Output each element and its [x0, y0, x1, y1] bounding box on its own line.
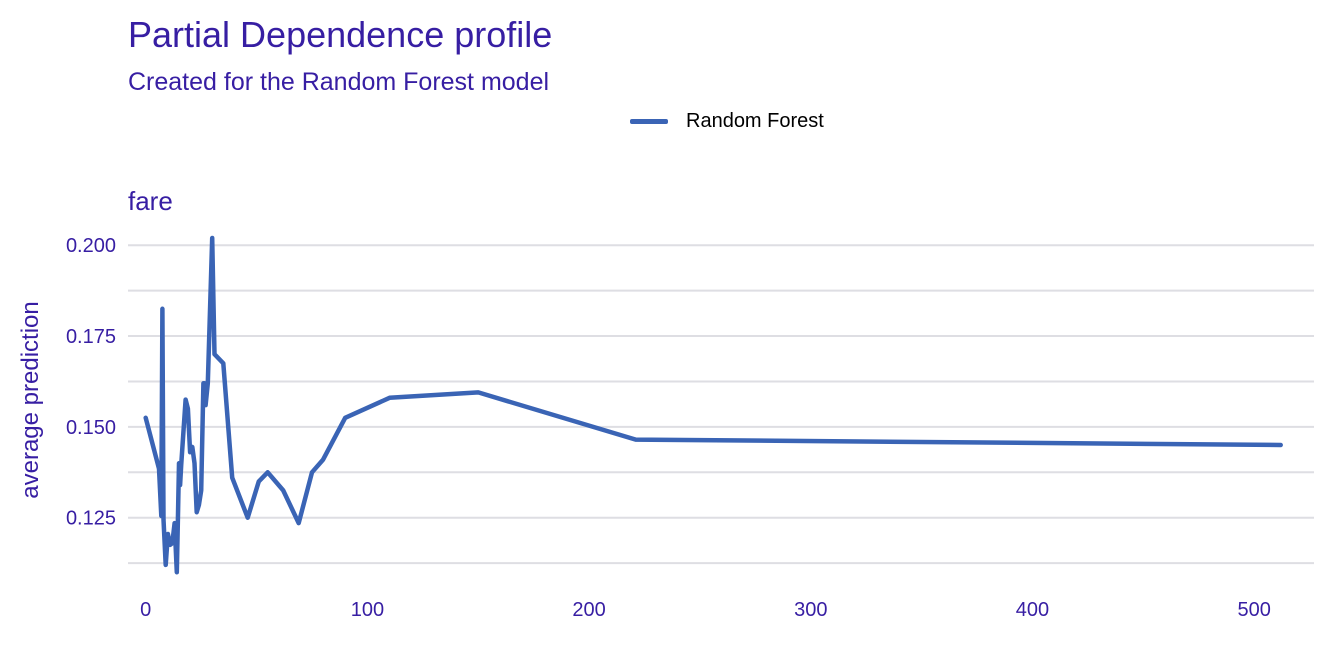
chart-subtitle: Created for the Random Forest model	[128, 68, 550, 96]
x-tick-label: 0	[140, 599, 151, 621]
panel-label: fare	[128, 186, 173, 216]
legend-swatch-random-forest	[630, 118, 668, 124]
y-tick-label: 0.175	[66, 326, 116, 348]
legend-label-random-forest: Random Forest	[686, 109, 824, 132]
x-tick-label: 400	[1016, 599, 1049, 621]
x-tick-label: 300	[794, 599, 827, 621]
x-tick-label: 500	[1237, 599, 1270, 621]
gridlines	[128, 244, 1314, 565]
series-line-random-forest	[143, 235, 1283, 575]
legend: Random Forest	[630, 108, 824, 134]
x-tick-label: 100	[351, 599, 384, 621]
y-tick-label: 0.150	[66, 417, 116, 439]
y-axis-ticks: 0.125 0.150 0.175 0.200	[66, 235, 116, 529]
y-tick-label: 0.200	[66, 235, 116, 257]
y-axis-title: average prediction	[17, 301, 44, 498]
x-axis-ticks: 0 100 200 300 400 500	[140, 599, 1271, 621]
x-tick-label: 200	[572, 599, 605, 621]
chart-title: Partial Dependence profile	[128, 14, 553, 55]
y-tick-label: 0.125	[66, 508, 116, 530]
